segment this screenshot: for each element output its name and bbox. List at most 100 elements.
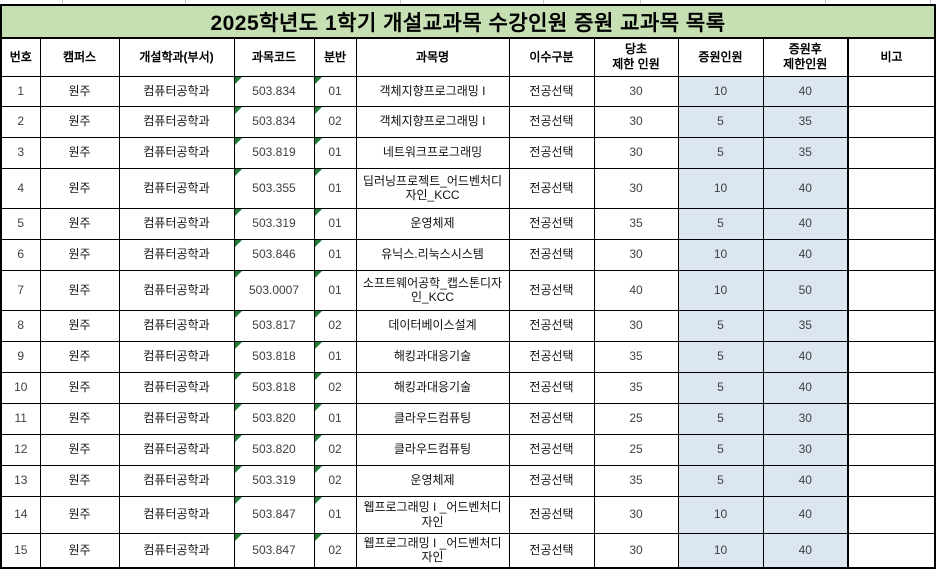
cell-before[interactable]: 35 bbox=[593, 207, 679, 240]
cell-type[interactable]: 전공선택 bbox=[508, 532, 595, 569]
cell-before[interactable]: 30 bbox=[593, 105, 679, 138]
cell-dept[interactable]: 컴퓨터공학과 bbox=[118, 309, 235, 342]
cell-note[interactable] bbox=[847, 238, 936, 271]
cell-increase[interactable]: 5 bbox=[677, 309, 764, 342]
cell-no[interactable]: 10 bbox=[0, 371, 41, 404]
cell-before[interactable]: 30 bbox=[593, 75, 679, 107]
cell-note[interactable] bbox=[847, 340, 936, 373]
cell-section[interactable]: 01 bbox=[313, 269, 357, 311]
cell-type[interactable]: 전공선택 bbox=[508, 309, 595, 342]
cell-before[interactable]: 25 bbox=[593, 433, 679, 466]
cell-type[interactable]: 전공선택 bbox=[508, 105, 595, 138]
cell-after[interactable]: 40 bbox=[762, 75, 849, 107]
cell-note[interactable] bbox=[847, 371, 936, 404]
cell-code[interactable]: 503.820 bbox=[233, 433, 315, 466]
cell-campus[interactable]: 원주 bbox=[39, 207, 120, 240]
cell-before[interactable]: 40 bbox=[593, 269, 679, 311]
cell-no[interactable]: 5 bbox=[0, 207, 41, 240]
cell-code[interactable]: 503.355 bbox=[233, 167, 315, 209]
cell-campus[interactable]: 원주 bbox=[39, 238, 120, 271]
cell-no[interactable]: 11 bbox=[0, 402, 41, 435]
cell-code[interactable]: 503.319 bbox=[233, 207, 315, 240]
column-header-note[interactable]: 비고 bbox=[847, 37, 936, 77]
cell-course[interactable]: 해킹과대응기술 bbox=[355, 340, 510, 373]
cell-no[interactable]: 7 bbox=[0, 269, 41, 311]
cell-note[interactable] bbox=[847, 309, 936, 342]
column-header-no[interactable]: 번호 bbox=[0, 37, 41, 77]
cell-code[interactable]: 503.847 bbox=[233, 495, 315, 534]
cell-increase[interactable]: 5 bbox=[677, 464, 764, 497]
cell-section[interactable]: 01 bbox=[313, 402, 357, 435]
cell-campus[interactable]: 원주 bbox=[39, 269, 120, 311]
cell-no[interactable]: 1 bbox=[0, 75, 41, 107]
cell-no[interactable]: 2 bbox=[0, 105, 41, 138]
cell-type[interactable]: 전공선택 bbox=[508, 402, 595, 435]
cell-course[interactable]: 데이터베이스설계 bbox=[355, 309, 510, 342]
cell-campus[interactable]: 원주 bbox=[39, 371, 120, 404]
cell-note[interactable] bbox=[847, 167, 936, 209]
cell-code[interactable]: 503.319 bbox=[233, 464, 315, 497]
cell-type[interactable]: 전공선택 bbox=[508, 371, 595, 404]
cell-type[interactable]: 전공선택 bbox=[508, 167, 595, 209]
cell-course[interactable]: 딥러닝프로젝트_어드벤처디자인_KCC bbox=[355, 167, 510, 209]
cell-type[interactable]: 전공선택 bbox=[508, 433, 595, 466]
cell-increase[interactable]: 10 bbox=[677, 269, 764, 311]
cell-section[interactable]: 01 bbox=[313, 340, 357, 373]
cell-code[interactable]: 503.834 bbox=[233, 105, 315, 138]
cell-dept[interactable]: 컴퓨터공학과 bbox=[118, 495, 235, 534]
column-header-campus[interactable]: 캠퍼스 bbox=[39, 37, 120, 77]
cell-campus[interactable]: 원주 bbox=[39, 167, 120, 209]
cell-campus[interactable]: 원주 bbox=[39, 532, 120, 569]
cell-section[interactable]: 01 bbox=[313, 207, 357, 240]
cell-increase[interactable]: 10 bbox=[677, 495, 764, 534]
cell-code[interactable]: 503.818 bbox=[233, 340, 315, 373]
column-header-before[interactable]: 당초 제한 인원 bbox=[593, 37, 679, 77]
cell-increase[interactable]: 10 bbox=[677, 75, 764, 107]
cell-campus[interactable]: 원주 bbox=[39, 464, 120, 497]
cell-note[interactable] bbox=[847, 75, 936, 107]
column-header-section[interactable]: 분반 bbox=[313, 37, 357, 77]
cell-no[interactable]: 15 bbox=[0, 532, 41, 569]
cell-before[interactable]: 30 bbox=[593, 238, 679, 271]
cell-campus[interactable]: 원주 bbox=[39, 402, 120, 435]
cell-dept[interactable]: 컴퓨터공학과 bbox=[118, 464, 235, 497]
cell-increase[interactable]: 5 bbox=[677, 105, 764, 138]
cell-code[interactable]: 503.817 bbox=[233, 309, 315, 342]
cell-code[interactable]: 503.0007 bbox=[233, 269, 315, 311]
cell-type[interactable]: 전공선택 bbox=[508, 269, 595, 311]
cell-no[interactable]: 4 bbox=[0, 167, 41, 209]
cell-no[interactable]: 12 bbox=[0, 433, 41, 466]
column-header-code[interactable]: 과목코드 bbox=[233, 37, 315, 77]
cell-after[interactable]: 30 bbox=[762, 433, 849, 466]
cell-dept[interactable]: 컴퓨터공학과 bbox=[118, 371, 235, 404]
cell-no[interactable]: 8 bbox=[0, 309, 41, 342]
cell-section[interactable]: 02 bbox=[313, 309, 357, 342]
cell-dept[interactable]: 컴퓨터공학과 bbox=[118, 136, 235, 169]
cell-code[interactable]: 503.847 bbox=[233, 532, 315, 569]
cell-course[interactable]: 소프트웨어공학_캡스톤디자인_KCC bbox=[355, 269, 510, 311]
cell-note[interactable] bbox=[847, 136, 936, 169]
cell-after[interactable]: 40 bbox=[762, 371, 849, 404]
cell-code[interactable]: 503.834 bbox=[233, 75, 315, 107]
cell-before[interactable]: 30 bbox=[593, 309, 679, 342]
cell-after[interactable]: 40 bbox=[762, 532, 849, 569]
cell-dept[interactable]: 컴퓨터공학과 bbox=[118, 238, 235, 271]
cell-course[interactable]: 객체지향프로그래밍 I bbox=[355, 105, 510, 138]
column-header-dept[interactable]: 개설학과(부서) bbox=[118, 37, 235, 77]
cell-section[interactable]: 02 bbox=[313, 371, 357, 404]
cell-note[interactable] bbox=[847, 105, 936, 138]
cell-section[interactable]: 02 bbox=[313, 532, 357, 569]
cell-type[interactable]: 전공선택 bbox=[508, 207, 595, 240]
cell-dept[interactable]: 컴퓨터공학과 bbox=[118, 340, 235, 373]
cell-after[interactable]: 35 bbox=[762, 105, 849, 138]
cell-course[interactable]: 네트워크프로그래밍 bbox=[355, 136, 510, 169]
cell-after[interactable]: 30 bbox=[762, 402, 849, 435]
cell-campus[interactable]: 원주 bbox=[39, 136, 120, 169]
cell-note[interactable] bbox=[847, 495, 936, 534]
cell-increase[interactable]: 5 bbox=[677, 433, 764, 466]
cell-section[interactable]: 01 bbox=[313, 495, 357, 534]
cell-note[interactable] bbox=[847, 207, 936, 240]
cell-campus[interactable]: 원주 bbox=[39, 309, 120, 342]
cell-type[interactable]: 전공선택 bbox=[508, 464, 595, 497]
column-header-type[interactable]: 이수구분 bbox=[508, 37, 595, 77]
